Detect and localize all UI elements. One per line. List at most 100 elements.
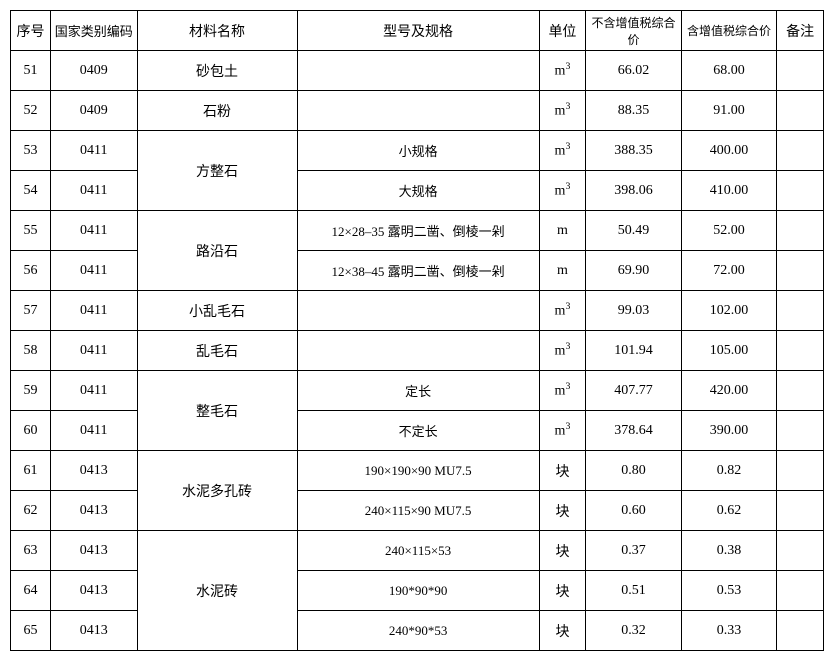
cell-unit: m xyxy=(539,211,586,251)
cell-name: 路沿石 xyxy=(137,211,297,291)
header-seq: 序号 xyxy=(11,11,51,51)
cell-unit: m3 xyxy=(539,411,586,451)
cell-note xyxy=(777,411,824,451)
cell-price-ex: 69.90 xyxy=(586,251,682,291)
table-row: 610413水泥多孔砖190×190×90 MU7.5块0.800.82 xyxy=(11,451,824,491)
cell-seq: 59 xyxy=(11,371,51,411)
cell-note xyxy=(777,131,824,171)
cell-name: 水泥多孔砖 xyxy=(137,451,297,531)
table-row: 510409砂包土m366.0268.00 xyxy=(11,51,824,91)
cell-seq: 62 xyxy=(11,491,51,531)
cell-note xyxy=(777,171,824,211)
cell-code: 0413 xyxy=(50,611,137,651)
cell-price-in: 68.00 xyxy=(681,51,777,91)
cell-code: 0411 xyxy=(50,411,137,451)
header-row: 序号 国家类别编码 材料名称 型号及规格 单位 不含增值税综合价 含增值税综合价… xyxy=(11,11,824,51)
cell-price-ex: 101.94 xyxy=(586,331,682,371)
cell-unit: m3 xyxy=(539,131,586,171)
cell-price-in: 0.33 xyxy=(681,611,777,651)
table-row: 640413190*90*90块0.510.53 xyxy=(11,571,824,611)
cell-code: 0411 xyxy=(50,331,137,371)
cell-note xyxy=(777,331,824,371)
cell-spec: 12×38–45 露明二凿、倒棱一剁 xyxy=(297,251,539,291)
table-row: 630413水泥砖240×115×53块0.370.38 xyxy=(11,531,824,571)
header-price-in: 含增值税综合价 xyxy=(681,11,777,51)
cell-unit: 块 xyxy=(539,531,586,571)
cell-spec: 190*90*90 xyxy=(297,571,539,611)
cell-price-ex: 407.77 xyxy=(586,371,682,411)
cell-unit: 块 xyxy=(539,491,586,531)
cell-price-in: 105.00 xyxy=(681,331,777,371)
cell-note xyxy=(777,91,824,131)
cell-spec: 不定长 xyxy=(297,411,539,451)
cell-unit: m3 xyxy=(539,91,586,131)
cell-unit: m3 xyxy=(539,331,586,371)
cell-unit: 块 xyxy=(539,571,586,611)
cell-seq: 53 xyxy=(11,131,51,171)
cell-price-ex: 0.51 xyxy=(586,571,682,611)
cell-price-in: 52.00 xyxy=(681,211,777,251)
cell-note xyxy=(777,51,824,91)
cell-spec: 240×115×53 xyxy=(297,531,539,571)
cell-price-ex: 398.06 xyxy=(586,171,682,211)
cell-name: 水泥砖 xyxy=(137,531,297,651)
cell-spec xyxy=(297,291,539,331)
table-row: 590411整毛石定长m3407.77420.00 xyxy=(11,371,824,411)
header-code: 国家类别编码 xyxy=(50,11,137,51)
cell-spec: 12×28–35 露明二凿、倒棱一剁 xyxy=(297,211,539,251)
header-note: 备注 xyxy=(777,11,824,51)
table-row: 520409石粉m388.3591.00 xyxy=(11,91,824,131)
table-row: 540411大规格m3398.06410.00 xyxy=(11,171,824,211)
cell-price-in: 0.38 xyxy=(681,531,777,571)
cell-seq: 58 xyxy=(11,331,51,371)
table-container: 序号 国家类别编码 材料名称 型号及规格 单位 不含增值税综合价 含增值税综合价… xyxy=(10,10,824,651)
cell-price-ex: 0.60 xyxy=(586,491,682,531)
cell-spec xyxy=(297,91,539,131)
table-row: 620413240×115×90 MU7.5块0.600.62 xyxy=(11,491,824,531)
cell-unit: m3 xyxy=(539,171,586,211)
cell-seq: 64 xyxy=(11,571,51,611)
cell-code: 0411 xyxy=(50,211,137,251)
header-unit: 单位 xyxy=(539,11,586,51)
cell-spec: 240*90*53 xyxy=(297,611,539,651)
cell-note xyxy=(777,531,824,571)
cell-spec: 小规格 xyxy=(297,131,539,171)
cell-unit: m xyxy=(539,251,586,291)
cell-name: 乱毛石 xyxy=(137,331,297,371)
cell-seq: 51 xyxy=(11,51,51,91)
cell-price-ex: 99.03 xyxy=(586,291,682,331)
header-price-ex: 不含增值税综合价 xyxy=(586,11,682,51)
cell-code: 0411 xyxy=(50,251,137,291)
table-row: 600411不定长m3378.64390.00 xyxy=(11,411,824,451)
cell-name: 小乱毛石 xyxy=(137,291,297,331)
cell-code: 0413 xyxy=(50,491,137,531)
table-body: 510409砂包土m366.0268.00520409石粉m388.3591.0… xyxy=(11,51,824,651)
cell-price-in: 91.00 xyxy=(681,91,777,131)
cell-code: 0411 xyxy=(50,131,137,171)
cell-note xyxy=(777,291,824,331)
cell-spec: 190×190×90 MU7.5 xyxy=(297,451,539,491)
cell-unit: 块 xyxy=(539,451,586,491)
cell-price-in: 410.00 xyxy=(681,171,777,211)
cell-code: 0411 xyxy=(50,291,137,331)
cell-price-ex: 0.32 xyxy=(586,611,682,651)
cell-spec xyxy=(297,331,539,371)
cell-note xyxy=(777,371,824,411)
cell-seq: 55 xyxy=(11,211,51,251)
cell-seq: 61 xyxy=(11,451,51,491)
cell-spec xyxy=(297,51,539,91)
table-row: 56041112×38–45 露明二凿、倒棱一剁m69.9072.00 xyxy=(11,251,824,291)
cell-seq: 57 xyxy=(11,291,51,331)
table-row: 550411路沿石12×28–35 露明二凿、倒棱一剁m50.4952.00 xyxy=(11,211,824,251)
cell-seq: 65 xyxy=(11,611,51,651)
cell-code: 0413 xyxy=(50,531,137,571)
cell-unit: m3 xyxy=(539,51,586,91)
cell-price-in: 0.82 xyxy=(681,451,777,491)
cell-code: 0409 xyxy=(50,51,137,91)
cell-note xyxy=(777,611,824,651)
table-row: 530411方整石小规格m3388.35400.00 xyxy=(11,131,824,171)
cell-price-ex: 88.35 xyxy=(586,91,682,131)
cell-price-ex: 0.37 xyxy=(586,531,682,571)
table-header: 序号 国家类别编码 材料名称 型号及规格 单位 不含增值税综合价 含增值税综合价… xyxy=(11,11,824,51)
cell-note xyxy=(777,251,824,291)
